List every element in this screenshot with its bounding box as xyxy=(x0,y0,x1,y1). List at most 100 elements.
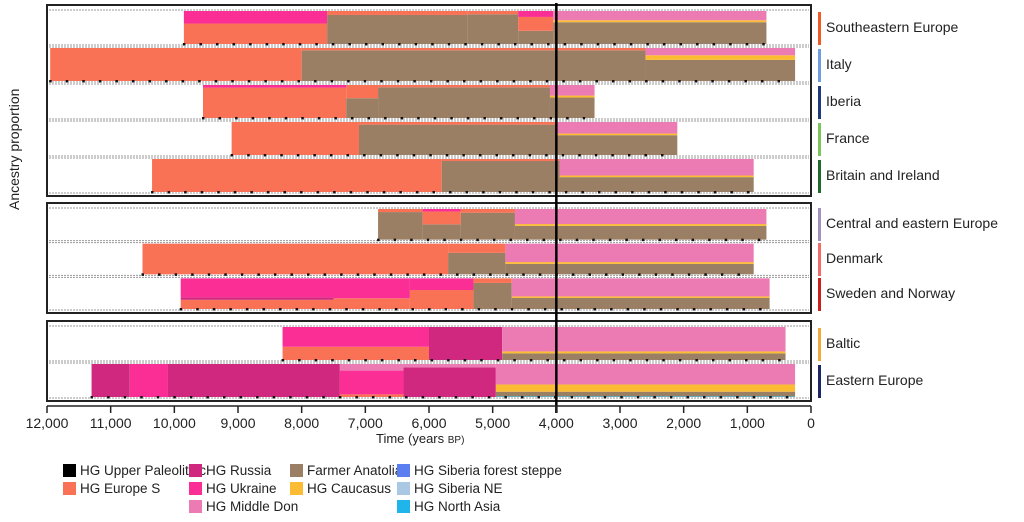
sample-marker xyxy=(628,80,632,83)
sample-marker xyxy=(431,43,434,46)
sample-marker xyxy=(464,43,467,46)
legend-label: HG Caucasus xyxy=(307,480,392,496)
x-tick-label: 8,000 xyxy=(284,415,319,431)
region-color-bar xyxy=(818,11,821,45)
segment-farmer-anatolia xyxy=(514,225,767,240)
sample-marker xyxy=(141,273,144,276)
segment-farmer-anatolia xyxy=(467,14,519,45)
x-tick-label: 9,000 xyxy=(220,415,255,431)
sample-marker xyxy=(580,43,583,46)
sample-marker xyxy=(594,154,598,157)
sample-marker xyxy=(433,117,437,120)
sample-marker xyxy=(478,154,482,157)
segment-hg-ukraine xyxy=(202,85,347,88)
x-axis-title: Time (years BP) xyxy=(376,431,464,446)
segment-hg-europe-s xyxy=(152,159,442,192)
sample-marker xyxy=(529,359,533,362)
sample-marker xyxy=(549,117,553,120)
sample-marker xyxy=(239,396,243,399)
sample-marker xyxy=(760,80,764,83)
sample-marker xyxy=(426,238,430,242)
sample-marker xyxy=(610,308,613,311)
segment-hg-europe-s xyxy=(327,11,468,15)
region-label: Denmark xyxy=(826,250,883,266)
sample-marker xyxy=(560,308,563,311)
x-tick-label: 0 xyxy=(807,415,815,431)
region-label: Baltic xyxy=(826,334,861,351)
sample-marker xyxy=(576,308,580,311)
sample-marker xyxy=(479,80,483,83)
sample-marker xyxy=(709,308,712,311)
sample-marker xyxy=(331,43,335,46)
sample-marker xyxy=(282,43,285,46)
legend-item: HG Caucasus xyxy=(290,479,402,497)
sample-marker xyxy=(611,154,614,157)
legend-label: HG Europe S xyxy=(80,480,161,496)
sample-marker xyxy=(531,191,535,194)
segment-hg-caucasus xyxy=(556,133,678,136)
segment-hg-ukraine xyxy=(409,278,474,290)
sample-marker xyxy=(664,191,667,194)
segment-hg-europe-s xyxy=(518,16,554,31)
segment-hg-middle-don xyxy=(553,11,767,21)
sample-marker xyxy=(257,273,260,276)
sample-marker xyxy=(625,238,628,242)
sample-marker xyxy=(687,273,691,276)
sample-marker xyxy=(412,154,416,157)
sample-marker xyxy=(614,191,618,194)
legend-label: HG Ukraine xyxy=(206,480,277,496)
sample-marker xyxy=(363,154,366,157)
sample-marker xyxy=(696,43,699,46)
region-label: Eastern Europe xyxy=(826,371,924,388)
segment-hg-ukraine xyxy=(333,278,410,299)
sample-marker xyxy=(447,359,450,362)
x-tick-label: 5,000 xyxy=(475,415,510,431)
sample-marker xyxy=(570,396,574,399)
sample-marker xyxy=(206,396,209,399)
sample-marker xyxy=(356,273,360,276)
legend-label: Farmer Anatolia xyxy=(307,462,403,478)
segment-hg-europe-s xyxy=(346,85,379,99)
legend-column: HG Upper Paleolithic HG Europe S xyxy=(63,461,206,497)
sample-marker xyxy=(264,80,267,83)
sample-marker xyxy=(659,308,663,311)
legend-item: HG Europe S xyxy=(63,479,206,497)
legend-swatch xyxy=(397,481,410,495)
segment-hg-caucasus xyxy=(505,262,754,264)
sample-marker xyxy=(361,308,365,311)
sample-marker xyxy=(727,80,731,83)
sample-marker xyxy=(263,154,267,157)
sample-marker xyxy=(476,238,479,242)
sample-marker xyxy=(430,359,434,362)
sample-marker xyxy=(562,359,566,362)
segment-hg-europe-s xyxy=(409,289,474,309)
region-color-bar xyxy=(818,159,821,193)
sample-marker xyxy=(746,191,750,194)
sample-marker xyxy=(199,43,202,46)
legend-item: HG Siberia NE xyxy=(397,479,562,497)
sample-marker xyxy=(411,308,414,311)
sample-marker xyxy=(450,117,453,120)
sample-marker xyxy=(364,359,367,362)
sample-marker xyxy=(307,273,310,276)
sample-marker xyxy=(471,396,474,399)
sample-marker xyxy=(449,191,452,194)
sample-marker xyxy=(480,43,484,46)
segment-hg-europe-s xyxy=(282,346,429,360)
legend-label: HG North Asia xyxy=(414,498,501,514)
sample-marker xyxy=(496,80,499,83)
sample-marker xyxy=(611,80,615,83)
sample-marker xyxy=(761,359,765,362)
sample-marker xyxy=(247,154,250,157)
region-color-bar xyxy=(818,243,821,276)
sample-marker xyxy=(487,396,491,399)
sample-marker xyxy=(676,308,679,311)
sample-marker xyxy=(629,43,633,46)
sample-marker xyxy=(496,359,500,362)
sample-marker xyxy=(695,359,698,362)
segment-farmer-anatolia xyxy=(473,282,512,309)
sample-marker xyxy=(526,238,529,242)
sample-marker xyxy=(158,273,161,276)
segment-hg-russia xyxy=(180,297,334,300)
sample-marker xyxy=(472,273,476,276)
